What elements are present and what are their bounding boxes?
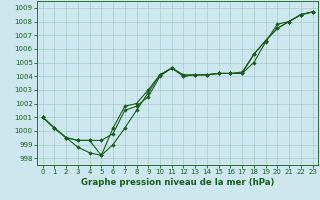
X-axis label: Graphe pression niveau de la mer (hPa): Graphe pression niveau de la mer (hPa) bbox=[81, 178, 274, 187]
